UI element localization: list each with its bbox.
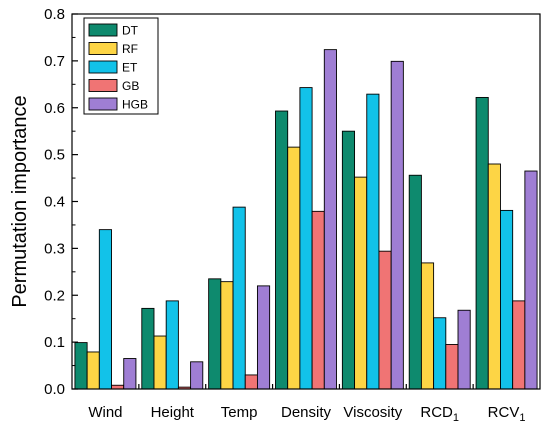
legend-label-gb: GB [122,79,139,93]
bar-rf-temp [220,281,234,390]
bar-et-temp [232,206,246,390]
y-tick-label: 0.8 [44,6,65,23]
x-tick-label-text: RCD [420,404,453,421]
bar-rf-viscosity [354,176,368,390]
bar-hgb-height [190,361,204,390]
y-tick-label: 0.0 [44,381,65,398]
bar-dt-density [275,110,289,390]
y-tick-label: 0.4 [44,194,65,211]
bar-hgb-wind [123,358,137,390]
legend-label-hgb: HGB [122,98,148,112]
x-tick-label: Temp [221,404,258,421]
y-tick-label: 0.3 [44,240,65,257]
x-tick-label: Wind [88,404,122,421]
x-tick-label-text: Temp [221,404,258,421]
x-tick-label-text: Viscosity [343,404,402,421]
bar-hgb-temp [256,285,271,390]
bar-gb-rcd [445,344,459,390]
bar-rf-density [287,146,301,390]
y-tick-label: 0.5 [44,147,65,164]
x-tick-label-text: Density [281,404,332,421]
bar-hgb-density [323,49,337,390]
x-tick-label: RCD1 [420,404,459,424]
bar-dt-wind [74,342,88,390]
x-tick-label-text: RCV [488,404,520,421]
y-tick-label: 0.1 [44,334,65,351]
bar-et-rcv [500,209,514,390]
x-tick-label-text: Wind [88,404,122,421]
legend-label-dt: DT [122,24,139,38]
y-tick-label: 0.6 [44,100,65,117]
x-tick-label: RCV1 [488,404,526,424]
bar-gb-rcv [512,300,526,390]
bar-et-wind [98,229,112,390]
y-axis-title: Permutation importance [9,95,31,307]
bar-et-height [165,300,179,390]
x-tick-label: Viscosity [343,404,402,421]
bar-rf-rcv [487,163,501,390]
legend-label-rf: RF [122,42,138,56]
x-tick-label: Density [281,404,332,421]
bar-hgb-viscosity [390,60,404,390]
x-tick-label-subscript: 1 [519,412,525,424]
bar-rf-height [153,335,167,390]
x-tick-label: Height [151,404,195,421]
bar-hgb-rcd [457,309,471,390]
bar-dt-temp [208,278,222,390]
bar-gb-temp [244,374,258,390]
y-tick-label: 0.7 [44,53,65,70]
x-tick-label-text: Height [151,404,195,421]
axes-group: 0.0 0.1 0.2 0.3 0.4 0.5 0.6 0.7 0.8 Wind Height Tem… [44,6,541,424]
bar-dt-rcd [408,174,422,390]
bar-et-viscosity [366,93,380,390]
bar-et-rcd [433,317,447,390]
x-tick-label-subscript: 1 [453,412,459,424]
bar-gb-viscosity [378,250,392,390]
legend-label-et: ET [122,61,138,75]
bar-hgb-rcv [524,170,538,390]
bar-dt-rcv [475,96,489,390]
bar-rf-rcd [420,262,435,390]
bar-gb-density [311,210,325,390]
y-tick-label: 0.2 [44,287,65,304]
bar-dt-viscosity [341,130,356,390]
legend-swatch-hgb [88,97,118,111]
bars-group [74,49,538,390]
legend-swatch-rf [88,42,118,55]
legend-swatch-dt [88,23,118,37]
bar-dt-height [141,307,155,390]
legend-swatch-et [88,60,118,74]
bar-rf-wind [86,351,100,390]
legend-swatch-gb [88,79,118,92]
bar-et-density [299,87,313,390]
legend: DT RF ET GB HGB [83,17,159,115]
